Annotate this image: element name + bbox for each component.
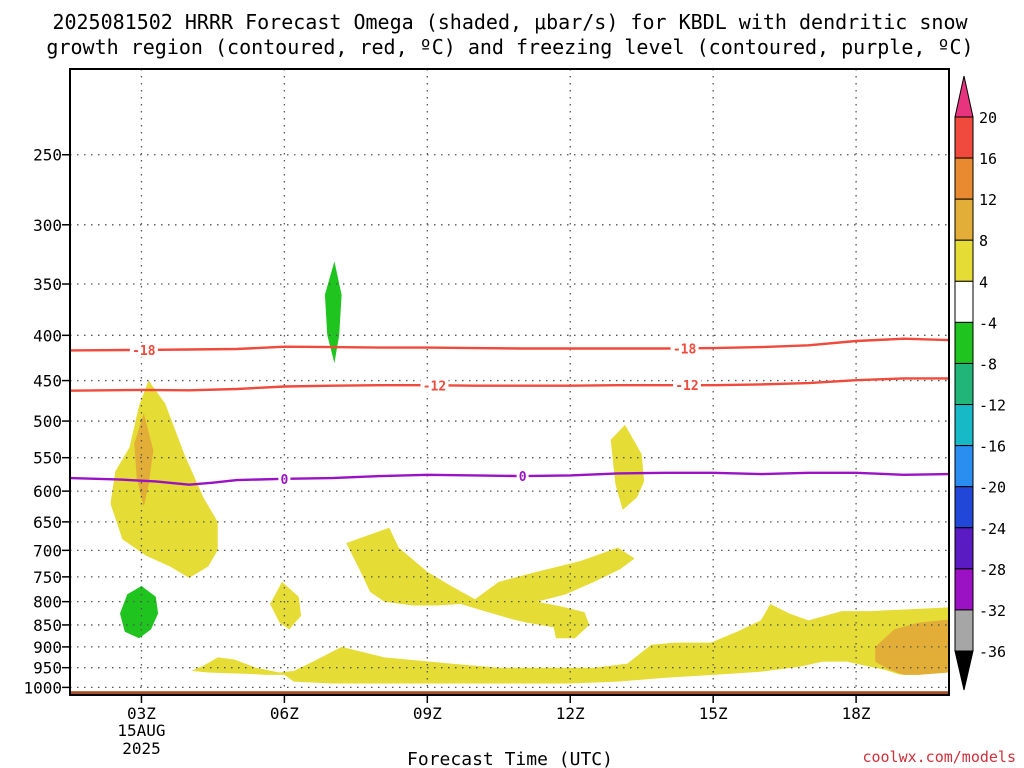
contour-label-bg-0-0 — [278, 471, 291, 486]
plot-area: -18 -18 -12 -12 0 0 — [69, 68, 950, 696]
contour-label-bg--18-0 — [129, 342, 158, 357]
y-tick-label-750: 750 — [33, 568, 62, 587]
contour-label-0-1: 0 — [519, 470, 527, 485]
y-tick-label-600: 600 — [33, 482, 62, 501]
y-axis: 250 300 350 400 450 500 550 600 650 700 750 800 850 9… — [23, 146, 70, 697]
contour-line--12 — [70, 377, 949, 392]
chart-title-line-1: 2025081502 HRRR Forecast Omega (shaded, … — [52, 10, 968, 34]
colorbar-swatch-13 — [954, 609, 974, 652]
contour-label--12-1: -12 — [675, 379, 698, 394]
contour-label--12-0: -12 — [423, 379, 446, 394]
colorbar-swatch-10 — [954, 486, 974, 529]
colorbar-label-4: 4 — [979, 273, 988, 291]
x-tick-label-18Z: 18Z — [842, 704, 871, 723]
contour-label-bg--12-1 — [672, 378, 701, 393]
omega-region-6 — [346, 527, 635, 639]
y-tick-label-1000: 1000 — [23, 678, 62, 697]
contour-label--18-1: -18 — [673, 342, 697, 357]
x-tick-label-03Z: 03Z — [127, 704, 156, 723]
omega-region-0 — [110, 380, 218, 578]
y-tick-label-800: 800 — [33, 593, 62, 612]
contour-layer: -18 -18 -12 -12 0 0 — [70, 337, 949, 488]
y-tick-label-500: 500 — [33, 412, 62, 431]
colorbar-swatch-4 — [954, 239, 974, 282]
colorbar-swatch-9 — [954, 445, 974, 488]
x-date-year: 2025 — [122, 739, 161, 758]
omega-region-3 — [120, 586, 159, 639]
colorbar-label--4: -4 — [979, 314, 997, 332]
y-tick-label-850: 850 — [33, 616, 62, 635]
contour-line-0 — [70, 471, 949, 486]
omega-region-5 — [270, 581, 302, 630]
colorbar-label-12: 12 — [979, 191, 997, 209]
y-tick-label-550: 550 — [33, 449, 62, 468]
y-tick-label-700: 700 — [33, 541, 62, 560]
credit-label: coolwx.com/models — [862, 748, 1016, 766]
y-tick-label-400: 400 — [33, 326, 62, 345]
colorbar-swatch-1 — [954, 116, 974, 159]
omega-region-7 — [191, 604, 949, 684]
colorbar-label--16: -16 — [979, 438, 1006, 456]
colorbar-swatch-8 — [954, 404, 974, 447]
colorbar-swatch-3 — [954, 198, 974, 241]
colorbar-arrow-top — [954, 75, 974, 118]
colorbar-label--8: -8 — [979, 355, 997, 373]
colorbar-label-20: 20 — [979, 109, 997, 127]
omega-region-1 — [134, 413, 154, 507]
colorbar-swatch-2 — [954, 157, 974, 200]
omega-shading-layer — [110, 261, 949, 684]
y-tick-label-950: 950 — [33, 659, 62, 678]
colorbar-swatch-7 — [954, 362, 974, 406]
contour-line--18 — [70, 337, 949, 352]
colorbar-label--36: -36 — [979, 643, 1006, 661]
contour-label--18-0: -18 — [132, 344, 156, 359]
y-tick-label-350: 350 — [33, 275, 62, 294]
omega-region-2 — [324, 261, 342, 364]
colorbar-label-16: 16 — [979, 150, 997, 168]
omega-region-4 — [610, 424, 645, 510]
colorbar-label--28: -28 — [979, 561, 1006, 579]
colorbar-label-8: 8 — [979, 232, 988, 250]
colorbar-label--20: -20 — [979, 479, 1006, 497]
colorbar-label--24: -24 — [979, 520, 1006, 538]
colorbar-swatch-6 — [954, 321, 974, 364]
contour-label-bg-0-1 — [516, 469, 529, 484]
x-tick-label-15Z: 15Z — [699, 704, 728, 723]
colorbar-arrow-bottom — [954, 650, 974, 691]
contour-label-bg--18-1 — [670, 341, 699, 356]
x-tick-label-12Z: 12Z — [556, 704, 585, 723]
x-axis-label: Forecast Time (UTC) — [407, 749, 613, 768]
y-tick-label-650: 650 — [33, 513, 62, 532]
y-tick-label-450: 450 — [33, 372, 62, 391]
contour-label-0-0: 0 — [280, 473, 288, 488]
omega-region-8 — [875, 619, 949, 675]
chart-title-line-2: growth region (contoured, red, ºC) and f… — [46, 35, 973, 59]
colorbar-label--32: -32 — [979, 602, 1006, 620]
y-tick-label-900: 900 — [33, 638, 62, 657]
plot-frame — [69, 68, 950, 696]
ground-surface — [70, 691, 949, 695]
colorbar-label--12: -12 — [979, 397, 1006, 415]
contour-label-bg--12-0 — [420, 378, 449, 393]
colorbar: 20 16 12 8 4 -4 -8 -12 -16 -20 -24 -28 -32 -36 — [954, 75, 1006, 691]
x-axis: 03Z 06Z 09Z 12Z 15Z 18Z — [127, 695, 871, 723]
x-tick-label-09Z: 09Z — [413, 704, 442, 723]
colorbar-swatch-5 — [954, 280, 974, 323]
colorbar-swatch-12 — [954, 568, 974, 611]
y-tick-label-250: 250 — [33, 146, 62, 165]
x-tick-label-06Z: 06Z — [270, 704, 299, 723]
colorbar-swatch-11 — [954, 527, 974, 570]
y-tick-label-300: 300 — [33, 216, 62, 235]
x-date-day: 15AUG — [117, 721, 165, 740]
